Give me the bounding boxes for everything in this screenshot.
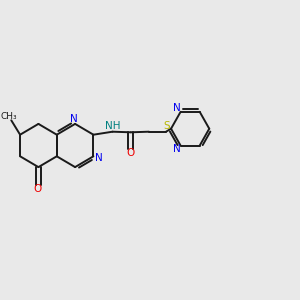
Text: N: N: [172, 144, 180, 154]
Text: CH₃: CH₃: [1, 112, 17, 121]
Text: O: O: [126, 148, 134, 158]
Text: NH: NH: [105, 121, 121, 131]
Text: N: N: [70, 114, 78, 124]
Text: N: N: [172, 103, 180, 113]
Text: S: S: [163, 121, 170, 131]
Text: N: N: [95, 153, 103, 163]
Text: O: O: [34, 184, 42, 194]
